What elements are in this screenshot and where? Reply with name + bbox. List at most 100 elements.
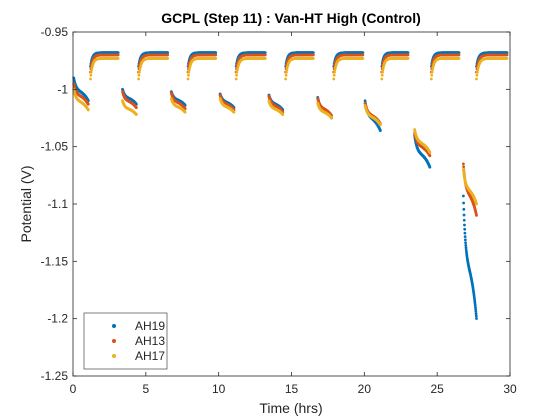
data-point-ah19: [463, 238, 467, 242]
data-point-ah17: [284, 77, 288, 81]
data-point-ah17: [380, 73, 384, 77]
data-point-ah13: [214, 53, 218, 57]
data-point-ah17: [86, 108, 90, 112]
x-tick-label: 15: [285, 382, 299, 396]
x-tick-label: 30: [503, 382, 517, 396]
x-tick-label: 10: [212, 382, 226, 396]
data-point-ah19: [505, 51, 509, 55]
data-point-ah17: [475, 202, 478, 206]
data-point-ah19: [361, 51, 365, 55]
data-point-ah13: [166, 53, 170, 57]
legend-label-ah13: AH13: [135, 334, 165, 348]
tick-layer: 0 5 10 15 20 25 30 -0.95 -1 -1.05 -1.1 -1.15 -1.2 -1.…: [41, 25, 517, 396]
data-point-ah17: [380, 77, 384, 81]
y-tick-label: -1: [57, 82, 68, 96]
y-tick-label: -1.05: [41, 140, 69, 154]
legend-marker-ah13: [112, 339, 116, 343]
data-point-ah17: [235, 73, 238, 77]
data-point-ah19: [116, 51, 120, 55]
data-point-ah17: [406, 56, 410, 60]
data-point-ah13: [462, 165, 466, 169]
data-point-ah19: [428, 165, 432, 169]
data-point-ah17: [137, 77, 140, 81]
x-tick-label: 5: [142, 382, 149, 396]
y-axis-label: Potential (V): [18, 165, 34, 242]
legend-marker-ah17: [112, 354, 116, 358]
data-point-ah19: [464, 246, 468, 250]
data-point-ah13: [116, 53, 120, 57]
data-point-ah17: [381, 70, 384, 74]
data-point-ah19: [462, 207, 466, 211]
data-point-ah13: [263, 53, 267, 57]
data-point-ah17: [187, 73, 190, 77]
data-point-ah17: [475, 77, 478, 81]
data-point-ah17: [430, 70, 434, 74]
x-tick-label: 20: [358, 382, 372, 396]
y-tick-label: -1.1: [47, 197, 68, 211]
data-point-ah19: [474, 310, 478, 313]
data-point-ah19: [311, 51, 315, 55]
data-point-ah17: [285, 70, 288, 74]
data-point-ah17: [183, 110, 187, 114]
data-point-ah17: [284, 73, 288, 77]
data-point-ah13: [134, 106, 138, 110]
legend-label-ah19: AH19: [135, 319, 165, 333]
x-tick-label: 0: [70, 382, 77, 396]
data-point-ah17: [137, 70, 141, 74]
data-point-ah19: [463, 227, 467, 231]
data-point-ah19: [461, 194, 465, 198]
legend: AH19 AH13 AH17: [83, 312, 168, 370]
data-point-ah17: [311, 56, 315, 60]
data-point-ah19: [463, 223, 466, 227]
data-point-ah17: [89, 73, 93, 77]
data-point-ah17: [332, 73, 336, 77]
data-point-ah17: [378, 123, 382, 127]
data-point-ah19: [462, 213, 466, 217]
data-point-ah19: [166, 51, 170, 55]
y-tick-label: -1.25: [41, 369, 69, 383]
y-tick-label: -1.2: [47, 312, 68, 326]
data-point-ah17: [361, 56, 365, 60]
data-point-ah17: [235, 70, 239, 74]
data-point-ah19: [263, 51, 267, 55]
data-point-ah13: [406, 53, 410, 57]
data-point-ah19: [214, 51, 218, 55]
legend-label-ah17: AH17: [135, 349, 165, 363]
data-point-ah17: [475, 70, 479, 74]
data-point-ah17: [333, 70, 336, 74]
y-tick-label: -1.15: [41, 254, 69, 268]
data-point-ah17: [116, 56, 120, 60]
data-point-ah13: [505, 53, 509, 57]
x-axis-label: Time (hrs): [259, 400, 322, 416]
data-point-ah17: [429, 77, 433, 81]
data-point-ah19: [474, 312, 478, 316]
data-layer: [72, 51, 509, 320]
data-point-ah17: [281, 113, 285, 116]
legend-box: [83, 312, 168, 370]
data-point-ah19: [406, 51, 410, 55]
data-point-ah17: [214, 56, 218, 60]
data-point-ah17: [134, 113, 138, 116]
data-point-ah13: [457, 53, 461, 57]
data-point-ah17: [428, 150, 432, 154]
data-point-ah19: [474, 307, 478, 311]
x-tick-label: 25: [430, 382, 444, 396]
data-point-ah17: [89, 77, 92, 81]
data-point-ah19: [378, 129, 382, 132]
data-point-ah17: [232, 110, 236, 114]
data-point-ah13: [311, 53, 315, 57]
data-point-ah19: [464, 243, 468, 247]
data-point-ah19: [462, 201, 466, 205]
data-point-ah19: [463, 231, 467, 235]
chart-title: GCPL (Step 11) : Van-HT High (Control): [161, 10, 421, 26]
data-point-ah17: [263, 56, 267, 60]
data-point-ah13: [86, 102, 90, 106]
data-point-ah17: [187, 70, 191, 74]
data-point-ah17: [186, 77, 190, 81]
data-point-ah19: [462, 218, 466, 222]
data-point-ah17: [166, 56, 170, 60]
legend-marker-ah19: [112, 324, 116, 328]
data-point-ah17: [475, 73, 479, 77]
data-point-ah17: [457, 56, 461, 60]
